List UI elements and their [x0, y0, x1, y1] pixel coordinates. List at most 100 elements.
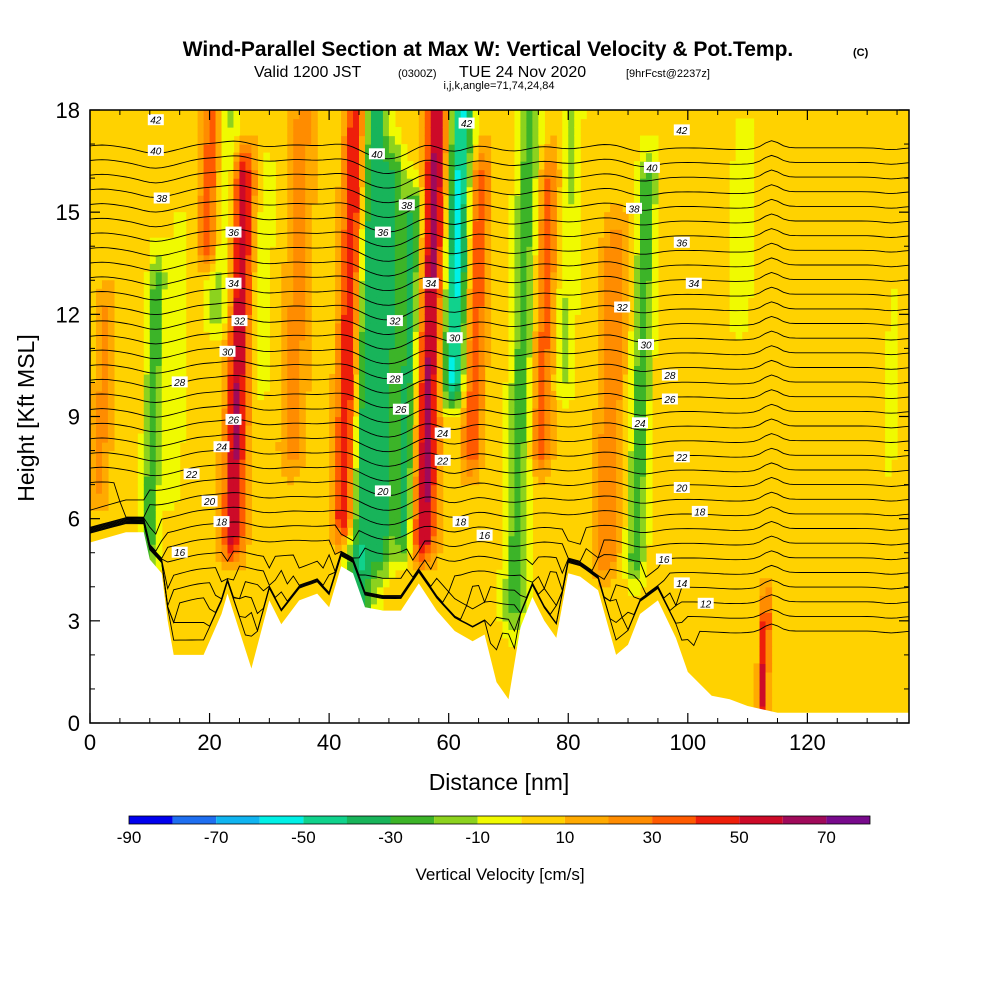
velocity-cell	[550, 152, 557, 162]
svg-text:16: 16	[479, 531, 491, 542]
velocity-cell	[95, 459, 103, 469]
velocity-cell	[478, 339, 486, 349]
isentrope-line	[90, 242, 909, 262]
velocity-cell	[639, 254, 647, 264]
velocity-cell	[550, 399, 557, 409]
velocity-cell	[412, 322, 420, 332]
velocity-cell	[90, 493, 97, 503]
svg-text:20: 20	[376, 487, 389, 498]
velocity-cell	[442, 322, 450, 332]
velocity-cell	[400, 169, 408, 179]
velocity-cell	[209, 322, 217, 332]
velocity-cell	[484, 212, 492, 222]
velocity-cell	[466, 195, 474, 205]
velocity-cell	[149, 263, 157, 273]
velocity-cell	[574, 212, 581, 222]
velocity-cell	[221, 135, 229, 145]
velocity-cell	[616, 535, 623, 545]
velocity-cell	[436, 390, 444, 401]
velocity-cell	[651, 297, 659, 307]
velocity-cell	[287, 186, 294, 196]
velocity-cell	[149, 518, 157, 528]
velocity-cell	[430, 450, 438, 460]
velocity-cell	[227, 331, 235, 341]
velocity-cell	[394, 144, 402, 154]
velocity-cell	[329, 467, 336, 477]
velocity-cell	[173, 314, 181, 324]
velocity-cell	[305, 118, 312, 128]
velocity-cell	[203, 118, 211, 128]
velocity-cell	[227, 144, 235, 154]
velocity-cell	[263, 220, 270, 230]
velocity-cell	[442, 178, 450, 188]
velocity-cell	[179, 305, 187, 315]
velocity-cell	[233, 407, 241, 418]
velocity-cell	[221, 484, 229, 494]
x-tick-label: 120	[789, 730, 826, 755]
velocity-cell	[634, 390, 641, 401]
velocity-cell	[514, 305, 522, 315]
velocity-cell	[604, 297, 611, 307]
velocity-cell	[245, 493, 253, 503]
velocity-cell	[143, 493, 151, 503]
velocity-cell	[508, 612, 516, 622]
velocity-cell	[382, 425, 390, 435]
velocity-cell	[233, 212, 241, 222]
velocity-cell	[639, 178, 647, 188]
velocity-cell	[245, 331, 253, 341]
velocity-cell	[610, 220, 617, 230]
velocity-cell	[538, 203, 545, 213]
velocity-cell	[651, 254, 659, 264]
velocity-cell	[341, 280, 348, 290]
velocity-cell	[544, 212, 551, 222]
contour-label: 40	[368, 148, 385, 161]
velocity-cell	[143, 484, 151, 494]
velocity-cell	[359, 127, 366, 137]
velocity-cell	[639, 382, 647, 392]
velocity-cell	[765, 646, 773, 656]
velocity-cell	[651, 186, 659, 196]
velocity-cell	[161, 288, 169, 298]
velocity-cell	[436, 399, 444, 409]
velocity-cell	[454, 212, 462, 222]
velocity-cell	[574, 229, 581, 239]
velocity-cell	[634, 399, 641, 409]
velocity-cell	[508, 459, 516, 469]
velocity-cell	[179, 237, 187, 247]
velocity-cell	[364, 569, 372, 579]
velocity-cell	[424, 356, 432, 367]
velocity-cell	[353, 263, 360, 273]
velocity-cell	[370, 442, 378, 452]
velocity-cell	[430, 331, 438, 341]
velocity-cell	[765, 688, 773, 699]
contour-label: 38	[153, 192, 170, 205]
velocity-cell	[604, 484, 611, 494]
velocity-cell	[520, 322, 527, 332]
velocity-cell	[209, 229, 217, 239]
velocity-cell	[149, 527, 157, 537]
contour-label: 26	[392, 403, 409, 416]
velocity-cell	[382, 297, 390, 307]
velocity-cell	[149, 535, 157, 545]
velocity-cell	[651, 280, 659, 290]
velocity-cell	[645, 493, 653, 503]
velocity-cell	[418, 127, 426, 137]
velocity-cell	[370, 569, 378, 579]
velocity-cell	[197, 263, 205, 273]
velocity-cell	[233, 152, 241, 162]
velocity-cell	[616, 229, 623, 239]
velocity-cell	[197, 169, 205, 179]
velocity-cell	[107, 365, 115, 375]
velocity-cell	[639, 246, 647, 256]
velocity-cell	[388, 425, 396, 435]
velocity-cell	[227, 476, 235, 486]
velocity-cell	[729, 178, 737, 188]
velocity-cell	[370, 203, 378, 213]
velocity-cell	[430, 195, 438, 205]
velocity-cell	[885, 450, 892, 460]
velocity-cell	[221, 425, 229, 435]
velocity-cell	[263, 186, 270, 196]
svg-text:32: 32	[617, 303, 629, 314]
velocity-cell	[167, 416, 175, 426]
